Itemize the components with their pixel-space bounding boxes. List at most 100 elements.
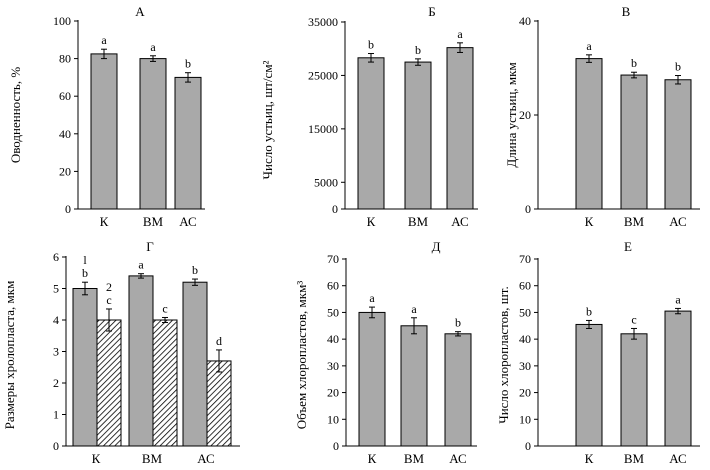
panel-b-plot: 0 5000 15000 25000 35000 К ВМ АС b b a <box>308 15 478 229</box>
y-tick-label: 50 <box>519 305 531 319</box>
panel-c: 0 20 40 К ВМ АС a b b В Длина устьиц, мкм <box>504 4 700 229</box>
y-tick-label: 10 <box>519 412 531 426</box>
bar <box>575 323 603 447</box>
panel-d-ylabel: Размеры хролопласта, мкм <box>2 281 17 430</box>
significance-letter: b <box>82 266 88 280</box>
y-tick-label: 2 <box>53 376 59 390</box>
panel-a-plot: 0 20 40 60 80 100 К ВМ АС a a b <box>53 14 205 229</box>
y-tick-label: 35000 <box>308 15 338 29</box>
panel-e-ylabel: Объем хлоропластов, мкм³ <box>294 281 309 430</box>
panel-c-title: В <box>622 4 631 19</box>
x-tick-label: АС <box>451 214 468 229</box>
significance-letter: a <box>138 258 144 272</box>
panel-d-title: Г <box>146 239 154 254</box>
bar <box>358 311 386 447</box>
significance-letter: c <box>631 312 636 326</box>
significance-letter: a <box>369 291 375 305</box>
y-tick-label: 5000 <box>314 175 338 189</box>
panel-e-title: Д <box>432 239 441 254</box>
bar <box>575 58 603 210</box>
x-tick-label: К <box>368 451 377 466</box>
panel-e: 0 10 20 30 40 50 60 70 К ВМ АС a a b Д Объем хлоропла… <box>294 239 477 466</box>
x-tick-label: АС <box>179 214 196 229</box>
y-tick-label: 40 <box>327 332 339 346</box>
significance-letter: b <box>631 56 637 70</box>
y-tick-label: 3 <box>53 345 59 359</box>
x-tick-label: ВМ <box>408 214 429 229</box>
x-tick-label: К <box>92 451 101 466</box>
y-tick-label: 0 <box>332 202 338 216</box>
y-tick-label: 6 <box>53 250 59 264</box>
significance-letter: a <box>411 302 417 316</box>
panel-a: 0 20 40 60 80 100 К ВМ АС a a b А Оводненность, % <box>8 4 205 229</box>
x-tick-label: ВМ <box>142 451 163 466</box>
panel-f-plot: 0 10 20 30 40 50 60 70 К ВМ АС b c a <box>519 252 700 466</box>
panel-f: 0 10 20 30 40 50 60 70 К ВМ АС b c a Е Число хлоропла… <box>496 239 700 466</box>
x-tick-label: К <box>367 214 376 229</box>
bar <box>620 333 648 447</box>
bar <box>357 57 385 210</box>
bar <box>664 310 692 447</box>
significance-letter: b <box>455 316 461 330</box>
x-tick-label: ВМ <box>143 214 164 229</box>
significance-letter: a <box>586 39 592 53</box>
significance-letter: b <box>368 38 374 52</box>
y-tick-label: 0 <box>65 202 71 216</box>
significance-letter: c <box>162 301 167 315</box>
panel-b-ylabel: Число устьиц, шт/см² <box>260 60 275 179</box>
y-tick-label: 60 <box>327 279 339 293</box>
bar <box>664 79 692 210</box>
significance-letter: b <box>185 57 191 71</box>
bar <box>446 47 474 210</box>
bar <box>620 74 648 210</box>
y-tick-label: 70 <box>327 252 339 266</box>
bar <box>72 288 98 447</box>
y-tick-label: 30 <box>519 359 531 373</box>
x-tick-label: К <box>585 451 594 466</box>
bar <box>90 53 118 210</box>
bar <box>400 325 428 447</box>
bar <box>96 319 122 447</box>
y-tick-label: 50 <box>327 305 339 319</box>
panel-a-ylabel: Оводненность, % <box>8 67 23 164</box>
y-tick-label: 80 <box>59 52 71 66</box>
y-tick-label: 5 <box>53 282 59 296</box>
y-tick-label: 60 <box>59 89 71 103</box>
bar <box>174 76 202 210</box>
significance-letter: a <box>101 33 107 47</box>
y-tick-label: 40 <box>59 127 71 141</box>
x-tick-label: ВМ <box>624 451 645 466</box>
y-tick-label: 40 <box>519 332 531 346</box>
y-tick-label: 20 <box>59 164 71 178</box>
y-tick-label: 1 <box>53 408 59 422</box>
y-tick-label: 0 <box>525 439 531 453</box>
x-tick-label: АС <box>449 451 466 466</box>
significance-letter: c <box>106 293 111 307</box>
panel-c-plot: 0 20 40 К ВМ АС a b b <box>519 14 700 229</box>
panel-a-title: А <box>135 4 145 19</box>
y-tick-label: 20 <box>327 386 339 400</box>
y-tick-label: 0 <box>53 439 59 453</box>
bar <box>128 275 154 447</box>
panel-f-title: Е <box>624 239 632 254</box>
y-tick-label: 25000 <box>308 68 338 82</box>
y-tick-label: 15000 <box>308 122 338 136</box>
y-tick-label: 10 <box>327 412 339 426</box>
panel-b-title: Б <box>428 4 435 19</box>
significance-letter: a <box>150 40 156 54</box>
bar <box>152 319 178 447</box>
panel-c-ylabel: Длина устьиц, мкм <box>504 62 519 167</box>
y-tick-label: 60 <box>519 279 531 293</box>
series-label: l <box>83 253 87 267</box>
y-tick-label: 100 <box>53 14 71 28</box>
significance-letter: b <box>586 304 592 318</box>
x-tick-label: АС <box>197 451 214 466</box>
x-tick-label: К <box>100 214 109 229</box>
bar <box>182 281 208 447</box>
significance-letter: b <box>415 43 421 57</box>
y-tick-label: 20 <box>519 386 531 400</box>
x-tick-label: ВМ <box>404 451 425 466</box>
bar <box>139 58 167 210</box>
y-tick-label: 0 <box>333 439 339 453</box>
